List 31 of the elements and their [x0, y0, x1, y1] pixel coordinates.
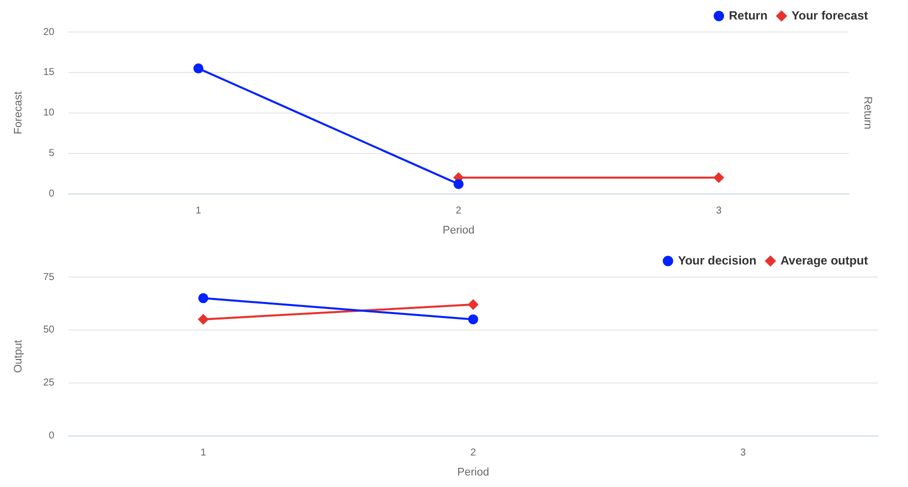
point	[198, 314, 208, 324]
x-axis-title: Period	[442, 224, 474, 236]
point	[193, 63, 204, 74]
point	[454, 179, 464, 190]
x-tick-label: 1	[196, 206, 202, 217]
x-tick-label: 1	[200, 448, 206, 459]
x-tick-label: 2	[456, 206, 462, 217]
y-tick-label: 25	[43, 378, 55, 389]
x-tick-label: 3	[740, 448, 746, 459]
y-tick-label: 15	[43, 67, 55, 78]
y2-axis-title: Return	[861, 96, 874, 130]
y-tick-label: 20	[43, 26, 55, 38]
y-tick-label: 0	[48, 430, 55, 442]
legend-label: Return	[728, 8, 768, 22]
y-tick-label: 0	[48, 188, 55, 200]
point	[468, 300, 478, 310]
legend-label: Your forecast	[792, 8, 868, 22]
y-tick-label: 10	[43, 108, 55, 119]
legend-label: Your decision	[678, 253, 756, 268]
y-tick-label: 50	[43, 324, 55, 336]
y-axis-title: Output	[12, 340, 25, 373]
point	[468, 314, 478, 324]
y-axis-title: Forecast	[12, 92, 25, 134]
legend-label: Average output	[780, 253, 868, 268]
x-axis-title: Period	[457, 466, 490, 478]
point	[714, 172, 724, 183]
point	[198, 293, 208, 304]
x-tick-label: 3	[716, 206, 722, 217]
x-tick-label: 2	[470, 448, 476, 459]
y-tick-label: 5	[48, 148, 55, 160]
y-tick-label: 75	[43, 272, 55, 283]
